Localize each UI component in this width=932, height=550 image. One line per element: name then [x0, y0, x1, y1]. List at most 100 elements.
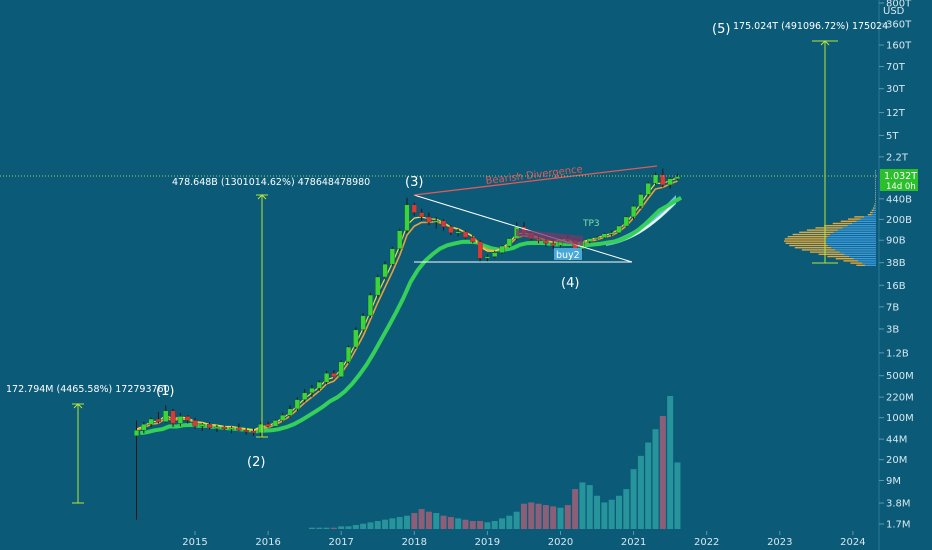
- candle-body: [177, 416, 183, 424]
- candle-body: [331, 373, 337, 377]
- profile-row-sell: [806, 229, 839, 231]
- profile-row-buy: [847, 225, 876, 227]
- profile-row-buy: [873, 209, 876, 211]
- volume-bar: [338, 526, 345, 529]
- drawings: [0, 40, 879, 504]
- profile-row-sell: [840, 220, 857, 222]
- y-tick-label: 44M: [886, 435, 907, 446]
- volume-bar: [396, 517, 403, 529]
- profile-row-buy: [875, 198, 876, 200]
- volume-bar: [477, 521, 484, 529]
- profile-row-sell: [794, 247, 832, 249]
- time-axis[interactable]: 2015 2016 2017 2018 2019 2020 2021 2022 2023 2024: [182, 531, 866, 548]
- last-price-tag: 1.032T 14d 0h: [880, 169, 918, 192]
- volume-bar: [440, 515, 447, 529]
- candle-body: [258, 424, 264, 433]
- candle-body: [389, 248, 395, 265]
- candle-body: [382, 263, 388, 278]
- y-tick-label: 360T: [886, 19, 912, 30]
- candle-body: [616, 225, 622, 233]
- candle-body: [674, 176, 681, 179]
- y-tick-label: 12T: [886, 108, 906, 119]
- candle-body: [345, 346, 352, 363]
- y-tick-label: 5T: [886, 131, 899, 142]
- profile-row-sell: [827, 255, 850, 258]
- volume-bar: [594, 495, 601, 529]
- candle-body: [141, 424, 147, 431]
- candle-body: [155, 418, 162, 422]
- profile-row-sell: [874, 203, 876, 205]
- buy2-badge: [554, 248, 582, 260]
- profile-row-buy: [827, 236, 876, 238]
- profile-row-buy: [875, 192, 876, 194]
- profile-row-sell: [824, 225, 848, 227]
- volume-bar: [630, 469, 637, 529]
- profile-row-sell: [848, 218, 861, 220]
- profile-row-buy: [860, 218, 876, 220]
- volume-bar: [360, 523, 367, 529]
- price-axis[interactable]: USD 800T 360T 160T 70T 30T 12T 5T 2.2T 440B 200B 9…: [879, 0, 914, 531]
- profile-row-buy: [844, 253, 876, 255]
- candle-body: [316, 382, 322, 389]
- y-tick-label: 2.2T: [886, 152, 909, 163]
- volume-bar: [499, 518, 506, 529]
- volume-bar: [579, 482, 586, 529]
- profile-row-buy: [875, 181, 876, 183]
- candle-body: [660, 174, 666, 186]
- profile-row-buy: [825, 238, 876, 240]
- profile-row-buy: [864, 216, 876, 218]
- volume-bar: [550, 506, 557, 529]
- candle-body: [367, 294, 373, 316]
- candle-body: [170, 410, 176, 424]
- profile-row-sell: [784, 240, 826, 242]
- profile-row-buy: [861, 262, 876, 264]
- profile-row-buy: [825, 240, 876, 242]
- volume-bar: [674, 462, 681, 529]
- profile-row-sell: [815, 227, 843, 229]
- candle-body: [397, 230, 403, 249]
- volume-bar: [418, 509, 425, 529]
- profile-row-buy: [875, 200, 876, 203]
- profile-row-buy: [830, 233, 876, 236]
- measure-5-label: 175.024T (491096.72%) 175024: [733, 21, 888, 32]
- candle-body: [280, 415, 286, 421]
- x-tick-label: 2019: [475, 537, 500, 548]
- volume-bar: [389, 518, 396, 529]
- profile-row-sell: [867, 214, 872, 216]
- y-tick-label: 16B: [886, 281, 906, 292]
- candle-body: [302, 392, 308, 400]
- profile-row-buy: [838, 229, 876, 231]
- candle-body: [375, 276, 381, 296]
- volume-bar: [586, 485, 593, 529]
- x-tick-label: 2016: [255, 537, 280, 548]
- volume-bar: [382, 519, 389, 529]
- volume-bar: [455, 518, 462, 529]
- volume-bar: [367, 522, 374, 529]
- profile-row-buy: [875, 174, 876, 176]
- profile-row-sell: [835, 258, 854, 260]
- candle-body: [294, 399, 300, 410]
- volume-bar: [425, 511, 432, 529]
- volume-bar: [403, 515, 410, 529]
- profile-row-buy: [875, 172, 876, 174]
- tp3-label: TP3: [582, 219, 600, 229]
- candle-body: [631, 206, 637, 218]
- volume-bar: [535, 503, 542, 529]
- candle-body: [228, 427, 235, 430]
- profile-row-sell: [801, 249, 836, 251]
- x-tick-label: 2023: [767, 537, 792, 548]
- volume-bar: [601, 502, 608, 529]
- candle-body: [309, 388, 315, 393]
- y-tick-label: 160T: [886, 40, 912, 51]
- candle-body: [477, 241, 483, 259]
- volume-bar: [528, 502, 535, 529]
- y-tick-label: 1.7M: [886, 520, 911, 531]
- volume-bar: [623, 489, 630, 529]
- volume-bar: [330, 527, 337, 529]
- volume-bar: [308, 527, 315, 529]
- profile-row-buy: [853, 258, 876, 260]
- candle-body: [492, 252, 498, 257]
- candle-body: [207, 424, 213, 428]
- x-tick-label: 2018: [402, 537, 427, 548]
